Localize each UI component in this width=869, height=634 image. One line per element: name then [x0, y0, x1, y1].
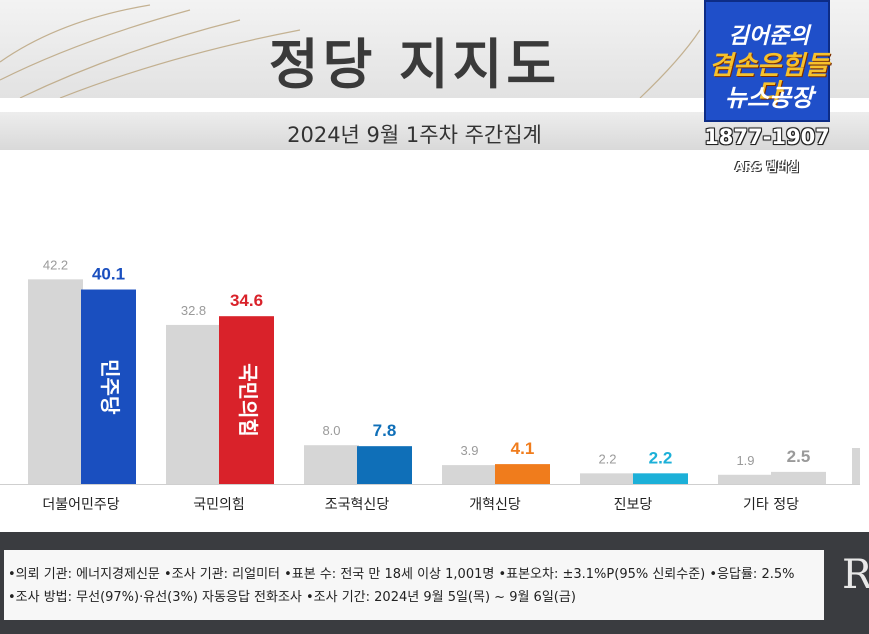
previous-value-label: 3.9 [460, 443, 478, 458]
category-label: 더불어민주당 [42, 497, 119, 513]
logo-line1: 김어준의 [728, 24, 810, 49]
previous-bar [580, 473, 635, 484]
previous-bar [166, 324, 221, 484]
current-value-label: 4.1 [511, 439, 535, 458]
broadcaster-logo: RE [842, 552, 869, 598]
category-label: 개혁신당 [469, 497, 521, 513]
show-logo: 김어준의 겸손은힘들다 뉴스공장 [704, 0, 830, 122]
previous-bar [718, 474, 773, 484]
party-logo-text: 민주당 [98, 359, 122, 415]
current-bar [495, 464, 550, 484]
logo-line2: 겸손은힘들다 [709, 51, 829, 109]
chart-subtitle: 2024년 9월 1주차 주간집계 [287, 123, 542, 147]
category-label: 국민의힘 [193, 497, 245, 513]
previous-value-label: 1.9 [736, 453, 754, 468]
previous-bar [304, 445, 359, 484]
clipped-bar [852, 448, 860, 484]
previous-value-label: 2.2 [598, 451, 616, 466]
category-label: 기타 정당 [743, 497, 799, 513]
current-value-label: 40.1 [92, 265, 125, 284]
previous-value-label: 42.2 [43, 257, 68, 272]
footer-survey-method: •조사 방법: 무선(97%)·유선(3%) 자동응답 전화조사 •조사 기간:… [8, 590, 576, 605]
current-bar [219, 316, 274, 484]
logo-line3: 뉴스공장 [724, 84, 814, 112]
category-label: 조국혁신당 [325, 497, 390, 513]
phone-number: 1877-1907 [704, 125, 830, 149]
footer-panel [4, 550, 824, 620]
current-value-label: 2.5 [787, 447, 811, 466]
current-value-label: 7.8 [373, 421, 397, 440]
current-value-label: 2.2 [649, 448, 673, 467]
previous-value-label: 8.0 [322, 423, 340, 438]
previous-bar [442, 465, 497, 484]
party-logo-text: 국민의힘 [236, 363, 260, 437]
chart-title: 정당 지지도 [268, 33, 561, 96]
previous-value-label: 32.8 [181, 303, 206, 318]
footer-band [0, 532, 869, 634]
category-label: 진보당 [614, 497, 653, 513]
current-bar [771, 471, 826, 484]
current-bar [633, 473, 688, 484]
ars-label: ARS 멤버십 [734, 160, 800, 174]
current-bar [357, 446, 412, 484]
current-bar [81, 289, 136, 484]
current-value-label: 34.6 [230, 291, 263, 310]
header-decoration [0, 4, 701, 98]
previous-bar [28, 279, 83, 484]
footer-survey-info: •의뢰 기관: 에너지경제신문 •조사 기관: 리얼미터 •표본 수: 전국 만… [8, 567, 795, 582]
